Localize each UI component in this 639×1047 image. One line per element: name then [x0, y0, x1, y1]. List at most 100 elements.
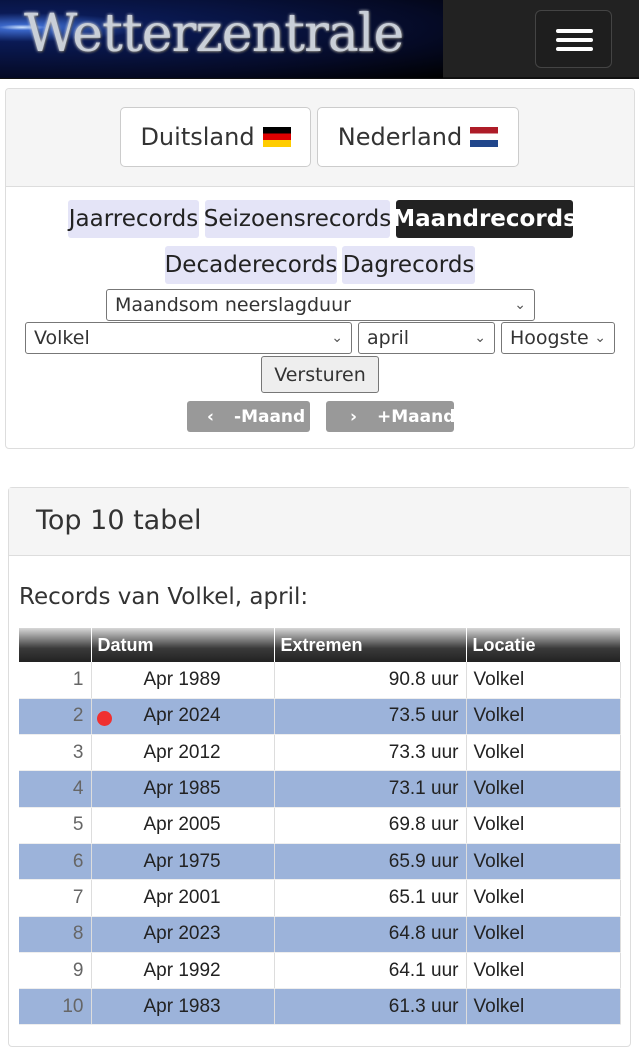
- rank: 7: [19, 879, 92, 917]
- prev-month-button[interactable]: ‹ -Maand: [187, 401, 310, 432]
- next-label: +Maand: [377, 406, 456, 427]
- records-subtitle: Records van Volkel, april:: [19, 584, 309, 610]
- date-text: Apr 1975: [143, 850, 221, 872]
- date-text: Apr 1989: [143, 668, 221, 690]
- date: Apr 1983: [91, 988, 275, 1026]
- col-rank: [19, 628, 92, 662]
- value: 61.3 uur: [274, 988, 467, 1026]
- location: Volkel: [466, 770, 621, 808]
- chevron-down-icon: ⌄: [474, 330, 486, 346]
- date: Apr 2001: [91, 879, 275, 917]
- date-text: Apr 2024: [143, 705, 221, 727]
- col-extremen: Extremen: [274, 628, 467, 662]
- country-button-duitsland[interactable]: Duitsland: [120, 107, 311, 167]
- records-table: Datum Extremen Locatie 1 Apr 1989 90.8 u…: [19, 628, 621, 1026]
- recent-marker-icon: [96, 710, 112, 726]
- rank: 3: [19, 734, 92, 772]
- date: Apr 2023: [91, 916, 275, 953]
- hamburger-icon: [556, 29, 593, 33]
- chevron-down-icon: ⌄: [331, 330, 343, 346]
- rank: 5: [19, 807, 92, 844]
- date-text: Apr 2023: [143, 923, 221, 945]
- month-value: april: [367, 327, 410, 349]
- value: 90.8 uur: [274, 662, 467, 699]
- tab-dagrecords[interactable]: Dagrecords: [342, 246, 475, 284]
- value: 69.8 uur: [274, 807, 467, 844]
- date: Apr 1975: [91, 843, 275, 881]
- date: Apr 1985: [91, 770, 275, 808]
- month-select[interactable]: april ⌄: [358, 322, 495, 354]
- value: 65.9 uur: [274, 843, 467, 881]
- location: Volkel: [466, 988, 621, 1026]
- selection-panel: Duitsland Nederland Jaarrecords Seizoens…: [5, 88, 635, 449]
- rank: 4: [19, 770, 92, 808]
- country-button-nederland[interactable]: Nederland: [317, 107, 519, 167]
- rank: 6: [19, 843, 92, 881]
- table-row: 2 Apr 2024 73.5 uur Volkel: [19, 698, 621, 736]
- date-text: Apr 2001: [143, 886, 221, 908]
- logo-text: Wetterzentrale: [24, 4, 404, 64]
- top10-panel: Top 10 tabel Records van Volkel, april: …: [8, 487, 631, 1047]
- rank: 2: [19, 698, 92, 736]
- parameter-value: Maandsom neerslagduur: [115, 294, 351, 316]
- location: Volkel: [466, 698, 621, 736]
- hamburger-icon-line: [556, 38, 593, 42]
- date-text: Apr 2005: [143, 814, 221, 836]
- col-locatie: Locatie: [466, 628, 621, 662]
- next-month-button[interactable]: › +Maand: [326, 401, 456, 432]
- value: 73.3 uur: [274, 734, 467, 772]
- tab-decaderecords[interactable]: Decaderecords: [165, 246, 337, 284]
- date-text: Apr 1985: [143, 778, 221, 800]
- prev-label: -Maand: [234, 406, 306, 427]
- table-row: 10 Apr 1983 61.3 uur Volkel: [19, 988, 621, 1026]
- parameter-select[interactable]: Maandsom neerslagduur ⌄: [106, 289, 535, 321]
- date: Apr 2005: [91, 807, 275, 844]
- value: 64.1 uur: [274, 952, 467, 990]
- country-label: Duitsland: [140, 123, 255, 151]
- table-row: 1 Apr 1989 90.8 uur Volkel: [19, 662, 621, 699]
- country-label: Nederland: [337, 123, 463, 151]
- value: 64.8 uur: [274, 916, 467, 953]
- chevron-down-icon: ⌄: [514, 297, 526, 313]
- date: Apr 1992: [91, 952, 275, 990]
- date: Apr 2012: [91, 734, 275, 772]
- rank: 10: [19, 988, 92, 1026]
- location: Volkel: [466, 807, 621, 844]
- table-row: 6 Apr 1975 65.9 uur Volkel: [19, 843, 621, 881]
- col-datum: Datum: [91, 628, 275, 662]
- chevron-left-icon: ‹: [207, 406, 215, 427]
- date-text: Apr 1983: [143, 995, 221, 1017]
- value: 73.1 uur: [274, 770, 467, 808]
- flag-germany-icon: [262, 127, 291, 147]
- date-text: Apr 2012: [143, 741, 221, 763]
- value: 73.5 uur: [274, 698, 467, 736]
- rank: 9: [19, 952, 92, 990]
- location: Volkel: [466, 952, 621, 990]
- table-row: 7 Apr 2001 65.1 uur Volkel: [19, 879, 621, 917]
- table-row: 9 Apr 1992 64.1 uur Volkel: [19, 952, 621, 990]
- tab-seizoensrecords[interactable]: Seizoensrecords: [204, 200, 391, 238]
- submit-button[interactable]: Versturen: [261, 356, 379, 393]
- header: Wetterzentrale: [0, 0, 639, 79]
- logo[interactable]: Wetterzentrale: [0, 0, 443, 78]
- table-row: 8 Apr 2023 64.8 uur Volkel: [19, 916, 621, 953]
- location: Volkel: [466, 662, 621, 699]
- tab-maandrecords[interactable]: Maandrecords: [392, 200, 577, 238]
- order-value: Hoogste: [510, 327, 589, 349]
- order-select[interactable]: Hoogste ⌄: [501, 322, 615, 354]
- date-text: Apr 1992: [143, 959, 221, 981]
- date: Apr 2024: [91, 698, 275, 736]
- table-row: 4 Apr 1985 73.1 uur Volkel: [19, 770, 621, 808]
- location: Volkel: [466, 879, 621, 917]
- date: Apr 1989: [91, 662, 275, 699]
- table-row: 5 Apr 2005 69.8 uur Volkel: [19, 807, 621, 844]
- station-value: Volkel: [34, 327, 90, 349]
- location: Volkel: [466, 734, 621, 772]
- location: Volkel: [466, 916, 621, 953]
- station-select[interactable]: Volkel ⌄: [25, 322, 352, 354]
- chevron-right-icon: ›: [350, 406, 358, 427]
- tab-jaarrecords[interactable]: Jaarrecords: [68, 200, 199, 238]
- menu-button[interactable]: [535, 10, 612, 68]
- chevron-down-icon: ⌄: [594, 330, 606, 346]
- hamburger-icon-line: [556, 47, 593, 51]
